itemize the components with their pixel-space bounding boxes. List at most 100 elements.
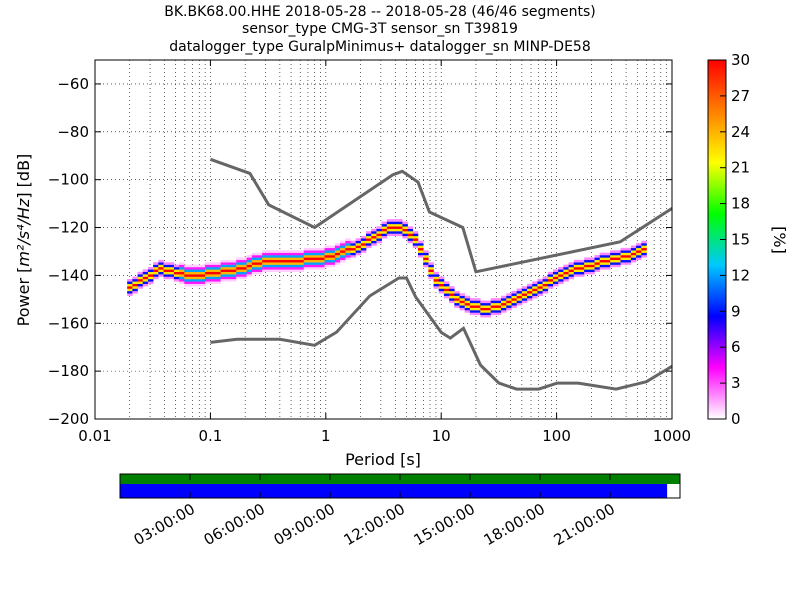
heatmap-cell (308, 259, 315, 263)
heatmap-cell (334, 259, 341, 263)
heatmap-cell (568, 276, 575, 280)
heatmap-cell (516, 302, 523, 306)
heatmap-cell (288, 259, 294, 263)
heatmap-cell (417, 243, 424, 246)
heatmap-cell (153, 267, 159, 270)
heatmap-cell (277, 259, 284, 263)
x-axis-ticks: 0.01 0.1 1 10 100 1000 (78, 60, 691, 445)
heatmap-cell (636, 247, 642, 251)
heatmap-cell (630, 259, 637, 263)
heatmap-cell (225, 271, 232, 275)
heatmap-cell (205, 276, 211, 280)
heatmap-cell (293, 269, 299, 273)
heatmap-cell (210, 271, 216, 275)
heatmap-cell (521, 298, 528, 301)
heatmap-cell (194, 274, 201, 277)
heatmap-cell (298, 259, 305, 263)
heatmap-cell (506, 293, 512, 296)
timeline-coverage-bar (120, 484, 668, 498)
heatmap-cell (293, 267, 299, 270)
heatmap-cell (308, 267, 315, 270)
heatmap-cell (464, 305, 471, 308)
heatmap-cell (241, 259, 247, 263)
heatmap-cell (236, 264, 242, 268)
heatmap-cell (314, 252, 320, 256)
heatmap-cell (428, 262, 434, 265)
heatmap-cell (423, 262, 429, 265)
heatmap-cell (407, 233, 414, 237)
heatmap-cell (282, 250, 289, 253)
heatmap-cell (527, 288, 533, 292)
heatmap-cell (516, 295, 523, 299)
heatmap-cell (636, 252, 642, 256)
heatmap-cell (495, 305, 502, 308)
heatmap-cell (490, 305, 497, 308)
heatmap-cell (469, 302, 476, 306)
heatmap-cell (366, 245, 372, 249)
heatmap-cell (329, 262, 336, 265)
y-axis-label-math: m²/s⁴/Hz (14, 198, 33, 267)
heatmap-cell (225, 267, 232, 270)
heatmap-cell (537, 286, 543, 289)
heatmap-cell (454, 300, 460, 304)
heatmap-cell (641, 243, 647, 246)
heatmap-cell (516, 290, 523, 294)
heatmap-cell (142, 278, 149, 282)
heatmap-cell (511, 300, 517, 304)
heatmap-cell (282, 269, 289, 273)
heatmap-cell (584, 264, 590, 268)
heatmap-cell (511, 305, 517, 308)
heatmap-cell (371, 238, 377, 241)
heatmap-cell (495, 307, 502, 311)
heatmap-cell (604, 259, 611, 263)
heatmap-cell (630, 245, 637, 249)
heatmap-cell (610, 262, 616, 265)
heatmap-cell (246, 257, 253, 261)
heatmap-cell (241, 264, 247, 268)
heatmap-cell (179, 267, 185, 270)
heatmap-cell (256, 262, 263, 265)
heatmap-cell (469, 307, 476, 311)
heatmap-cell (220, 274, 227, 277)
heatmap-cell (241, 267, 247, 270)
heatmap-cell (142, 269, 149, 273)
heatmap-cell (443, 295, 450, 299)
heatmap-cell (589, 259, 595, 263)
heatmap-cell (158, 264, 164, 268)
heatmap-cell (298, 262, 305, 265)
heatmap-cell (231, 262, 237, 265)
heatmap-cell (443, 286, 450, 289)
heatmap-cell (516, 300, 523, 304)
heatmap-cell (132, 281, 138, 284)
heatmap-cell (438, 278, 445, 282)
heatmap-cell (272, 255, 279, 258)
heatmap-cell (355, 243, 362, 246)
heatmap-cell (251, 262, 258, 265)
heatmap-cell (542, 278, 549, 282)
heatmap-cell (433, 286, 440, 289)
heatmap-cell (142, 274, 149, 277)
heatmap-cell (215, 281, 221, 284)
heatmap-cell (158, 262, 164, 265)
heatmap-cell (490, 298, 497, 301)
heatmap-cell (256, 271, 263, 275)
heatmap-cell (220, 262, 227, 265)
heatmap-cell (563, 264, 569, 268)
heatmap-cell (527, 283, 533, 287)
heatmap-cell (480, 307, 486, 311)
heatmap-cell (340, 243, 346, 246)
heatmap-cell (521, 295, 528, 299)
heatmap-cell (179, 274, 185, 277)
colorbar-tick-label: 9 (731, 302, 741, 320)
heatmap-cell (610, 252, 616, 256)
heatmap-cell (475, 298, 481, 301)
heatmap-cell (527, 298, 533, 301)
heatmap-cell (199, 271, 206, 275)
heatmap-cell (220, 264, 227, 268)
heatmap-cell (443, 290, 450, 294)
heatmap-cell (303, 247, 310, 251)
heatmap-cell (210, 274, 216, 277)
heatmap-cell (350, 255, 356, 258)
heatmap-cell (127, 283, 133, 287)
heatmap-cell (132, 278, 138, 282)
